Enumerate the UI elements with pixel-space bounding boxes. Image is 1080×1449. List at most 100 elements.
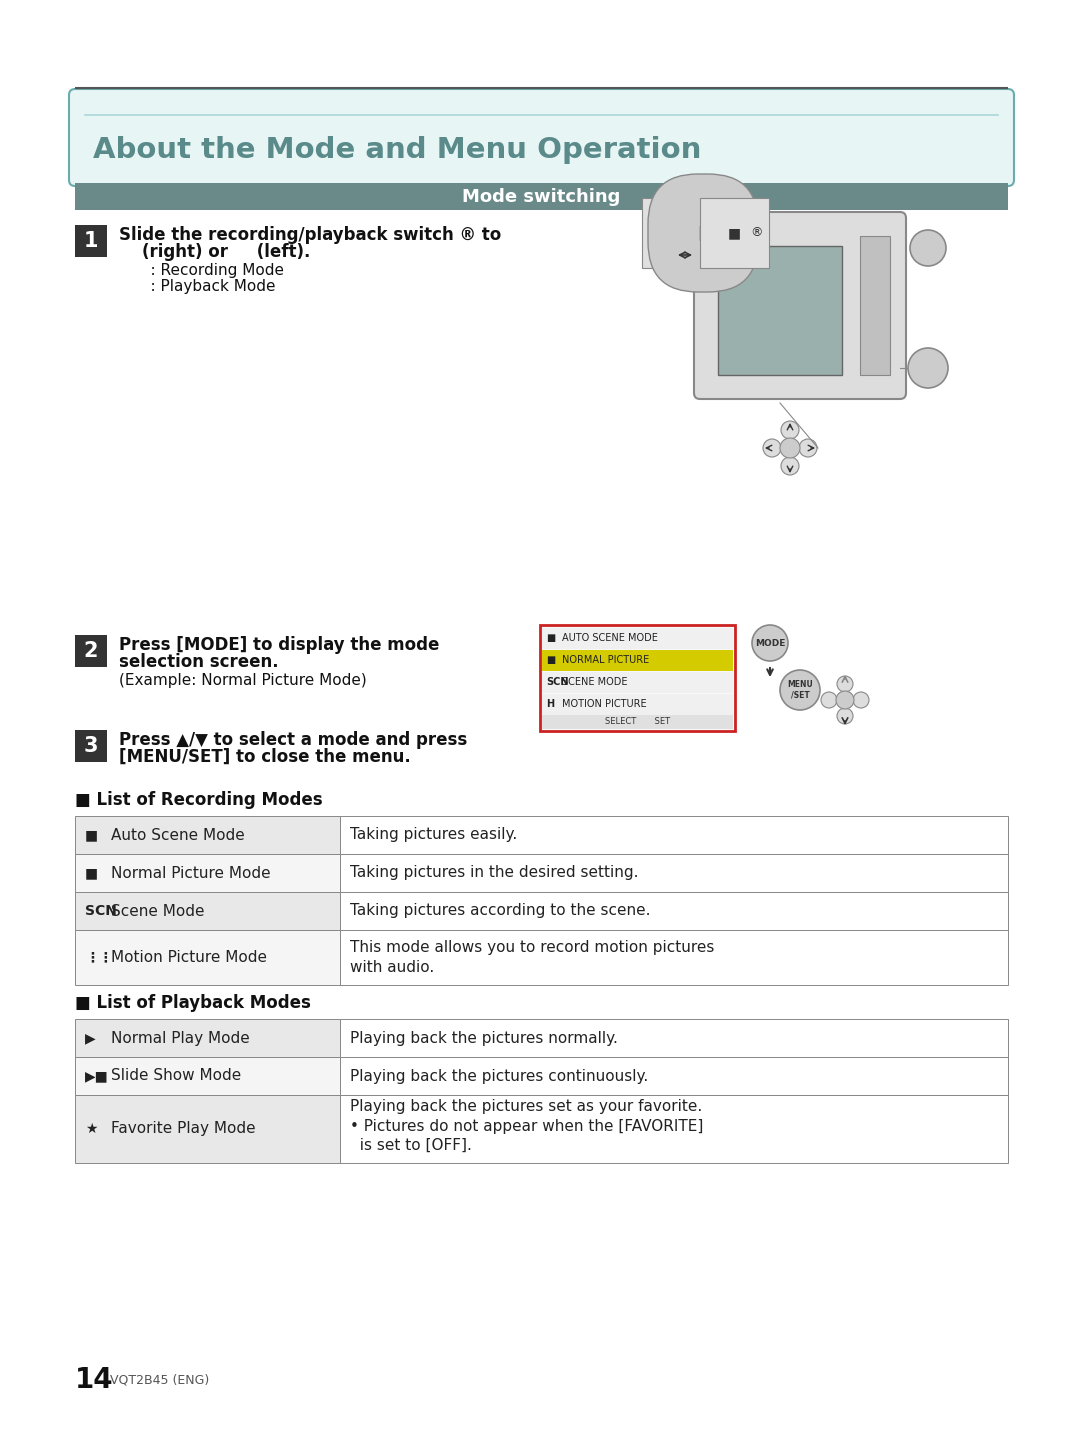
Circle shape xyxy=(837,709,853,724)
Bar xyxy=(75,183,1008,210)
Bar xyxy=(542,651,733,671)
Circle shape xyxy=(910,230,946,267)
Bar xyxy=(340,1095,1008,1164)
Bar xyxy=(75,1056,340,1095)
Text: ■: ■ xyxy=(85,867,98,880)
Text: MENU
/SET: MENU /SET xyxy=(915,358,941,378)
Text: SCN: SCN xyxy=(85,904,117,919)
Text: Playing back the pictures normally.: Playing back the pictures normally. xyxy=(350,1030,618,1046)
Text: ★: ★ xyxy=(85,1122,97,1136)
Text: MOTION PICTURE: MOTION PICTURE xyxy=(562,698,647,709)
Circle shape xyxy=(908,348,948,388)
Text: ®: ® xyxy=(750,226,762,239)
Circle shape xyxy=(837,677,853,693)
Circle shape xyxy=(752,625,788,661)
Text: ⎕: ⎕ xyxy=(698,225,708,242)
Bar xyxy=(542,714,733,729)
Text: Playing back the pictures continuously.: Playing back the pictures continuously. xyxy=(350,1068,648,1084)
Text: MODE: MODE xyxy=(913,243,943,252)
Text: Normal Play Mode: Normal Play Mode xyxy=(111,1030,249,1046)
Bar xyxy=(75,1095,340,1164)
Bar xyxy=(340,893,1008,930)
Text: Playing back the pictures set as your favorite.: Playing back the pictures set as your fa… xyxy=(350,1100,702,1114)
Bar xyxy=(540,625,735,730)
Bar xyxy=(542,672,733,693)
Text: (Example: Normal Picture Mode): (Example: Normal Picture Mode) xyxy=(119,674,367,688)
Bar xyxy=(75,1019,340,1056)
Circle shape xyxy=(853,693,869,709)
Text: NORMAL PICTURE: NORMAL PICTURE xyxy=(562,655,649,665)
Bar xyxy=(340,930,1008,985)
Text: ▶: ▶ xyxy=(85,1032,96,1045)
Bar xyxy=(860,236,890,375)
Text: H: H xyxy=(546,698,554,709)
Circle shape xyxy=(836,691,854,709)
Circle shape xyxy=(781,456,799,475)
Text: is set to [OFF].: is set to [OFF]. xyxy=(350,1137,472,1152)
Bar xyxy=(340,853,1008,893)
Text: 2: 2 xyxy=(84,640,98,661)
Text: ■: ■ xyxy=(728,226,741,241)
Text: [MENU/SET] to close the menu.: [MENU/SET] to close the menu. xyxy=(119,748,410,767)
Text: ■: ■ xyxy=(546,655,555,665)
Text: with audio.: with audio. xyxy=(350,961,434,975)
Text: selection screen.: selection screen. xyxy=(119,653,279,671)
Text: Slide the recording/playback switch ® to: Slide the recording/playback switch ® to xyxy=(119,226,501,243)
Text: 14: 14 xyxy=(75,1366,113,1394)
Bar xyxy=(718,246,842,375)
Bar xyxy=(75,893,340,930)
Bar xyxy=(75,225,107,256)
Text: Mode switching: Mode switching xyxy=(462,187,621,206)
Text: Motion Picture Mode: Motion Picture Mode xyxy=(111,951,267,965)
Text: MODE: MODE xyxy=(755,639,785,648)
Text: SCN: SCN xyxy=(546,677,568,687)
Text: VQT2B45 (ENG): VQT2B45 (ENG) xyxy=(110,1374,210,1387)
FancyBboxPatch shape xyxy=(694,212,906,398)
Text: : Playback Mode: : Playback Mode xyxy=(131,280,275,294)
Text: 1: 1 xyxy=(84,230,98,251)
Text: SCENE MODE: SCENE MODE xyxy=(562,677,627,687)
Text: : Recording Mode: : Recording Mode xyxy=(131,264,284,278)
Text: (right) or     (left).: (right) or (left). xyxy=(119,243,310,261)
Text: Auto Scene Mode: Auto Scene Mode xyxy=(111,827,245,842)
Bar xyxy=(340,1056,1008,1095)
Text: ■: ■ xyxy=(85,827,98,842)
FancyBboxPatch shape xyxy=(69,88,1014,185)
Text: ■: ■ xyxy=(546,633,555,643)
Text: ▶: ▶ xyxy=(670,226,680,241)
Bar xyxy=(542,627,733,649)
Text: Slide Show Mode: Slide Show Mode xyxy=(111,1068,241,1084)
Text: ■ List of Playback Modes: ■ List of Playback Modes xyxy=(75,994,311,1011)
Text: ■ List of Recording Modes: ■ List of Recording Modes xyxy=(75,791,323,809)
Circle shape xyxy=(799,439,816,456)
Text: Favorite Play Mode: Favorite Play Mode xyxy=(111,1122,256,1136)
Text: SELECT       SET: SELECT SET xyxy=(605,717,670,726)
Text: Normal Picture Mode: Normal Picture Mode xyxy=(111,865,271,881)
Text: Press ▲/▼ to select a mode and press: Press ▲/▼ to select a mode and press xyxy=(119,730,468,749)
Bar xyxy=(340,816,1008,853)
Circle shape xyxy=(781,422,799,439)
Bar xyxy=(75,930,340,985)
Bar xyxy=(75,816,340,853)
Circle shape xyxy=(780,669,820,710)
Circle shape xyxy=(821,693,837,709)
Text: Taking pictures easily.: Taking pictures easily. xyxy=(350,827,517,842)
Text: AUTO SCENE MODE: AUTO SCENE MODE xyxy=(562,633,658,643)
Bar xyxy=(75,635,107,667)
Text: Press [MODE] to display the mode: Press [MODE] to display the mode xyxy=(119,636,440,653)
Bar xyxy=(75,853,340,893)
Text: ⋮⋮: ⋮⋮ xyxy=(85,951,112,965)
Text: Taking pictures in the desired setting.: Taking pictures in the desired setting. xyxy=(350,865,638,881)
Bar xyxy=(75,730,107,762)
Text: About the Mode and Menu Operation: About the Mode and Menu Operation xyxy=(93,136,701,164)
Text: This mode allows you to record motion pictures: This mode allows you to record motion pi… xyxy=(350,940,714,955)
Bar xyxy=(542,694,733,714)
Circle shape xyxy=(780,438,800,458)
Bar xyxy=(340,1019,1008,1056)
Text: Scene Mode: Scene Mode xyxy=(111,904,204,919)
Text: 3: 3 xyxy=(84,736,98,756)
Text: • Pictures do not appear when the [FAVORITE]: • Pictures do not appear when the [FAVOR… xyxy=(350,1119,703,1133)
Text: Taking pictures according to the scene.: Taking pictures according to the scene. xyxy=(350,904,650,919)
Text: ▶■: ▶■ xyxy=(85,1069,109,1082)
Text: MENU
/SET: MENU /SET xyxy=(787,680,813,700)
